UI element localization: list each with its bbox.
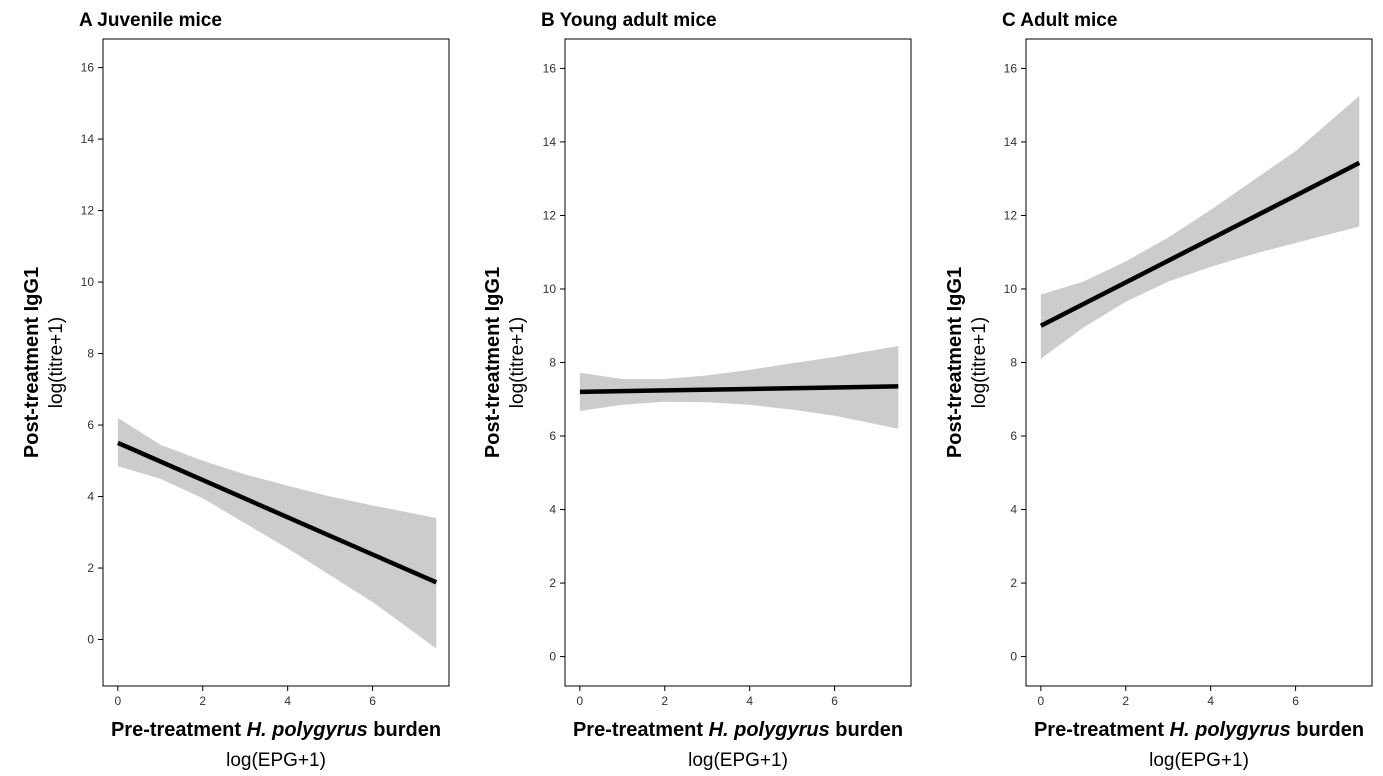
- x-axis-title-prefix: Pre-treatment: [573, 719, 709, 741]
- y-axis-subtitle: log(titre+1): [507, 317, 528, 408]
- y-tick-label: 10: [1004, 282, 1018, 296]
- y-tick-label: 2: [87, 561, 94, 575]
- confidence-ribbon: [117, 417, 437, 649]
- y-axis-subtitle: log(titre+1): [46, 317, 67, 408]
- y-tick-label: 12: [543, 208, 557, 222]
- x-axis-subtitle: log(EPG+1): [1149, 750, 1249, 771]
- y-tick-label: 6: [549, 429, 556, 443]
- fit-line: [1039, 160, 1361, 328]
- panel-border: [102, 38, 450, 687]
- x-tick-label: 6: [369, 694, 376, 708]
- x-tick-label: 6: [1292, 694, 1299, 708]
- y-tick-label: 10: [81, 275, 95, 289]
- x-axis-title: Pre-treatment H. polygyrus burden: [111, 719, 441, 741]
- y-tick-label: 14: [543, 135, 557, 149]
- x-axis-subtitle: log(EPG+1): [688, 750, 788, 771]
- y-tick-label: 0: [87, 633, 94, 647]
- y-tick-label: 14: [1004, 135, 1018, 149]
- x-tick-label: 4: [1207, 694, 1214, 708]
- x-tick-label: 0: [577, 694, 584, 708]
- fit-line: [579, 384, 899, 395]
- x-axis-title-species: H. polygyrus: [247, 719, 368, 741]
- x-tick-label: 4: [746, 694, 753, 708]
- y-tick-label: 12: [81, 204, 95, 218]
- y-tick-label: 4: [1010, 503, 1017, 517]
- y-tick-label: 14: [81, 132, 95, 146]
- x-axis-subtitle: log(EPG+1): [226, 750, 326, 771]
- y-tick-label: 0: [1010, 650, 1017, 664]
- x-axis-title-suffix: burden: [830, 719, 903, 741]
- y-tick-label: 16: [1004, 61, 1018, 75]
- panel-b: 0 2 4 6 8 10 12 14 16 0 2 4 6 B Young adult mice Post-…: [482, 10, 912, 771]
- y-tick-label: 4: [549, 503, 556, 517]
- y-axis-title: Post-treatment IgG1: [944, 267, 966, 458]
- y-tick-label: 0: [549, 650, 556, 664]
- panel-title: C Adult mice: [1002, 10, 1117, 31]
- x-axis-title-species: H. polygyrus: [709, 719, 830, 741]
- x-axis-title-species: H. polygyrus: [1170, 719, 1291, 741]
- panel-title: A Juvenile mice: [79, 10, 222, 31]
- x-tick-label: 0: [115, 694, 122, 708]
- x-tick-label: 2: [661, 694, 668, 708]
- y-tick-label: 16: [81, 61, 95, 75]
- y-tick-label: 8: [1010, 356, 1017, 370]
- y-tick-label: 12: [1004, 208, 1018, 222]
- x-tick-label: 2: [199, 694, 206, 708]
- y-tick-label: 8: [549, 356, 556, 370]
- x-axis-title-prefix: Pre-treatment: [1034, 719, 1170, 741]
- y-axis-subtitle: log(titre+1): [969, 317, 990, 408]
- x-tick-label: 2: [1122, 694, 1129, 708]
- y-axis-title: Post-treatment IgG1: [482, 267, 504, 458]
- x-axis-title-prefix: Pre-treatment: [111, 719, 247, 741]
- x-axis-title: Pre-treatment H. polygyrus burden: [1034, 719, 1364, 741]
- x-tick-label: 6: [831, 694, 838, 708]
- y-tick-label: 6: [87, 418, 94, 432]
- x-axis-title-suffix: burden: [1291, 719, 1364, 741]
- y-tick-label: 10: [543, 282, 557, 296]
- confidence-ribbon: [1040, 96, 1360, 359]
- y-tick-label: 4: [87, 490, 94, 504]
- y-tick-label: 2: [1010, 576, 1017, 590]
- fit-line: [116, 440, 438, 585]
- y-axis-title: Post-treatment IgG1: [21, 267, 43, 458]
- panel-a: 0 2 4 6 8 10 12 14 16 0 2 4 6 A Juvenile mice Post-tre…: [21, 10, 450, 771]
- x-tick-label: 0: [1038, 694, 1045, 708]
- panel-c: 0 2 4 6 8 10 12 14 16 0 2 4 6 C Adult mice Post-treatm…: [944, 10, 1373, 771]
- x-axis-title-suffix: burden: [368, 719, 441, 741]
- y-tick-label: 6: [1010, 429, 1017, 443]
- panel-title: B Young adult mice: [541, 10, 717, 31]
- y-tick-label: 2: [549, 576, 556, 590]
- x-axis-title: Pre-treatment H. polygyrus burden: [573, 719, 903, 741]
- y-tick-label: 16: [543, 61, 557, 75]
- y-tick-label: 8: [87, 347, 94, 361]
- x-tick-label: 4: [284, 694, 291, 708]
